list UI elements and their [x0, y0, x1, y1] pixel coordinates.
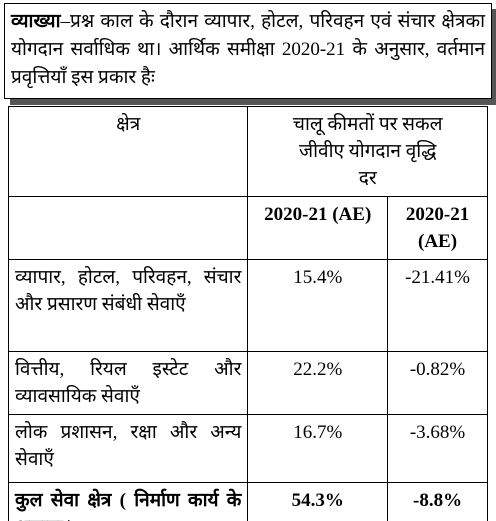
value-cell: 54.3%: [247, 482, 389, 521]
value-cell: -21.41%: [387, 259, 488, 352]
total-row: कुल सेवा क्षेत्र ( निर्माण कार्य के अलाव…: [7, 482, 488, 521]
subheader-row: 2020-21 (AE) 2020-21 (AE): [7, 196, 488, 260]
table-row: व्यापार, होटल, परिवहन, संचार और प्रसारण …: [7, 259, 488, 352]
value-cell: 15.4%: [247, 259, 389, 352]
value-cell: 22.2%: [247, 351, 389, 415]
sector-cell: लोक प्रशासन, रक्षा और अन्य सेवाएँ: [7, 414, 249, 483]
sector-cell: वित्तीय, रियल इस्टेट और व्यावसायिक सेवाए…: [7, 351, 249, 415]
value-cell: 16.7%: [247, 414, 389, 483]
header-row: क्षेत्र चालू कीमतों पर सकल जीवीए योगदान …: [7, 106, 488, 197]
header-cell: चालू कीमतों पर सकल जीवीए योगदान वृद्धि द…: [247, 106, 488, 197]
empty-cell: [7, 196, 249, 260]
table-row: लोक प्रशासन, रक्षा और अन्य सेवाएँ 16.7% -3…: [7, 414, 488, 483]
value-cell: -3.68%: [387, 414, 488, 483]
explanation-box: व्याख्या–प्रश्न काल के दौरान व्यापार, हो…: [4, 3, 492, 99]
table-body: क्षेत्र चालू कीमतों पर सकल जीवीए योगदान …: [7, 106, 488, 521]
explanation-label: व्याख्या: [11, 11, 61, 32]
explanation-text: –प्रश्न काल के दौरान व्यापार, होटल, परिव…: [11, 11, 485, 88]
subheader-cell: 2020-21 (AE): [387, 196, 488, 260]
value-cell: -8.8%: [387, 482, 488, 521]
value-cell: -0.82%: [387, 351, 488, 415]
header-cell: क्षेत्र: [7, 106, 249, 197]
sector-cell: व्यापार, होटल, परिवहन, संचार और प्रसारण …: [7, 259, 249, 352]
sector-cell: कुल सेवा क्षेत्र ( निर्माण कार्य के अलाव…: [7, 482, 249, 521]
subheader-cell: 2020-21 (AE): [247, 196, 389, 260]
table: क्षेत्र चालू कीमतों पर सकल जीवीए योगदान …: [7, 106, 488, 521]
table-row: वित्तीय, रियल इस्टेट और व्यावसायिक सेवाए…: [7, 351, 488, 415]
